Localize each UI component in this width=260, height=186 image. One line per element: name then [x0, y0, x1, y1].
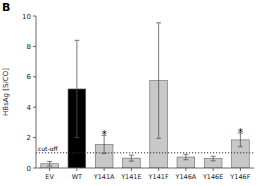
error-bar: [156, 23, 161, 139]
error-line: [185, 154, 186, 159]
error-cap: [47, 166, 52, 167]
error-bar: [211, 156, 216, 161]
y-axis: 0 2 4 6 8 10: [22, 13, 36, 173]
cutoff-line: [36, 152, 254, 153]
y-tick-label: 8: [27, 43, 31, 51]
error-line: [76, 40, 77, 137]
error-cap: [74, 137, 79, 138]
y-tick: [33, 16, 36, 17]
x-axis: EV WT Y141A Y141E Y141F Y146A Y146E Y146F: [36, 168, 254, 181]
x-tick: [240, 168, 241, 171]
y-axis-line: [36, 16, 37, 168]
error-line: [158, 23, 159, 139]
x-tick: [213, 168, 214, 171]
error-line: [213, 156, 214, 161]
error-cap: [238, 146, 243, 147]
error-bar: [129, 155, 134, 161]
asterisk: *: [102, 129, 107, 140]
y-tick-label: 2: [27, 134, 31, 142]
error-bar: [183, 154, 188, 159]
error-cap: [129, 161, 134, 162]
x-tick-label: Y141F: [148, 173, 169, 181]
x-tick-label: WT: [72, 173, 82, 181]
error-line: [131, 155, 132, 161]
error-cap: [74, 40, 79, 41]
x-tick: [131, 168, 132, 171]
x-tick: [158, 168, 159, 171]
y-tick: [33, 137, 36, 138]
x-tick: [49, 168, 50, 171]
error-cap: [183, 159, 188, 160]
error-bar: [47, 161, 52, 166]
x-tick: [104, 168, 105, 171]
y-tick: [33, 76, 36, 77]
y-tick-label: 0: [27, 165, 31, 173]
cutoff-label: cut-off: [38, 145, 58, 152]
error-cap: [211, 160, 216, 161]
error-cap: [129, 155, 134, 156]
x-tick-label: Y146A: [174, 173, 196, 181]
x-tick: [76, 168, 77, 171]
x-tick: [185, 168, 186, 171]
error-bar: [74, 40, 79, 137]
chart: 0 2 4 6 8 10 HBsAg [S/CO] cut-off * * EV WT Y141A Y14…: [0, 0, 260, 186]
bars: [41, 23, 249, 168]
y-tick-label: 10: [22, 13, 31, 21]
error-cap: [183, 154, 188, 155]
panel-label: B: [2, 1, 10, 14]
x-tick-label: Y146E: [202, 173, 223, 181]
error-cap: [47, 161, 52, 162]
x-axis-line: [36, 168, 254, 169]
x-tick-label: Y141A: [93, 173, 115, 181]
y-tick: [33, 168, 36, 169]
error-line: [49, 161, 50, 166]
annotations: cut-off * *: [36, 127, 254, 153]
error-cap: [156, 22, 161, 23]
y-tick: [33, 46, 36, 47]
x-tick-label: Y141E: [120, 173, 141, 181]
error-cap: [156, 138, 161, 139]
y-tick: [33, 107, 36, 108]
y-tick-label: 6: [27, 73, 32, 81]
asterisk: *: [238, 127, 243, 138]
x-tick-label: EV: [45, 173, 54, 181]
x-tick-label: Y146F: [229, 173, 250, 181]
error-cap: [211, 156, 216, 157]
y-axis-label: HBsAg [S/CO]: [2, 68, 10, 116]
y-tick-label: 4: [27, 104, 32, 112]
